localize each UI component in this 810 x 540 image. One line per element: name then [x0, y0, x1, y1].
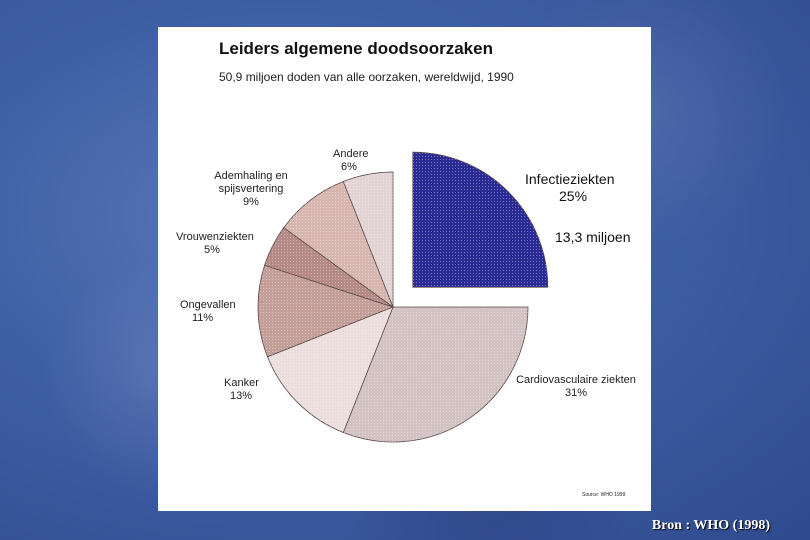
label-ademhaling-name: Ademhaling en spijsvertering — [214, 170, 288, 195]
label-andere-value: 6% — [341, 161, 357, 173]
slide-credit: Bron : WHO (1998) — [651, 518, 770, 533]
label-infectieziekten-name: Infectieziekten — [525, 171, 615, 187]
pie-slice-texture-cardiovasculaire-ziekten — [343, 307, 528, 442]
label-cardiovasculair: Cardiovasculaire ziekten 31% — [506, 374, 646, 400]
label-andere-name: Andere — [333, 148, 369, 160]
chart-source: Source: WHO 1999 — [582, 492, 626, 498]
label-infectieziekten-note: 13,3 miljoen — [555, 229, 631, 245]
label-infectieziekten: Infectieziekten 25% — [525, 171, 615, 205]
chart-card: Leiders algemene doodsoorzaken 50,9 milj… — [158, 27, 651, 511]
chart-title: Leiders algemene doodsoorzaken — [219, 39, 493, 58]
pie-slice-texture-ongevallen — [258, 265, 393, 357]
pie-slice-texture-andere — [343, 172, 393, 307]
label-vrouwenziekten-value: 5% — [204, 244, 220, 256]
label-infectieziekten-value: 25% — [559, 188, 588, 204]
label-ademhaling-value: 9% — [243, 196, 259, 208]
label-kanker: Kanker 13% — [224, 377, 259, 403]
label-vrouwenziekten: Vrouwenziekten 5% — [176, 231, 254, 257]
pie-chart — [257, 151, 549, 443]
label-cardiovasculair-value: 31% — [564, 387, 588, 399]
label-kanker-value: 13% — [230, 390, 253, 402]
label-ongevallen-name: Ongevallen — [180, 299, 236, 311]
pie-slice-texture-kanker — [267, 307, 393, 433]
label-kanker-name: Kanker — [224, 377, 259, 389]
pie-slice-texture-vrouwenziekten — [264, 227, 393, 307]
label-ongevallen-value: 11% — [192, 312, 214, 324]
label-cardiovasculair-name: Cardiovasculaire ziekten — [516, 374, 636, 386]
label-vrouwenziekten-name: Vrouwenziekten — [176, 231, 254, 243]
label-ademhaling: Ademhaling en spijsvertering 9% — [208, 170, 294, 209]
label-ongevallen: Ongevallen 11% — [180, 299, 236, 325]
pie-slice-texture-infectieziekten — [412, 152, 548, 288]
chart-subtitle: 50,9 miljoen doden van alle oorzaken, we… — [219, 70, 514, 84]
pie-slice-texture-ademhaling-en-spijsvertering — [283, 181, 393, 307]
label-andere: Andere 6% — [333, 148, 368, 174]
